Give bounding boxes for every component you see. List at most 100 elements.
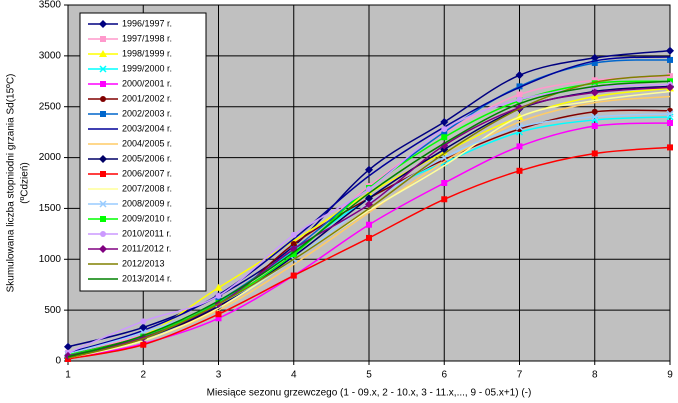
- marker: [215, 292, 222, 299]
- marker: [591, 113, 599, 121]
- y-tick-label: 0: [55, 356, 61, 367]
- x-tick-label: 8: [592, 370, 598, 381]
- marker: [99, 200, 107, 208]
- legend-label: 1996/1997 r.: [122, 18, 172, 28]
- marker: [290, 241, 297, 248]
- marker: [366, 234, 372, 241]
- marker: [667, 144, 673, 151]
- marker: [290, 272, 297, 279]
- marker: [64, 342, 72, 351]
- marker: [99, 155, 107, 163]
- legend: 1996/1997 r. 1997/1998 r. 1998/1999 r. 1999…: [79, 12, 207, 292]
- marker: [290, 251, 297, 258]
- marker: [441, 126, 448, 133]
- y-tick-label: 2500: [39, 101, 62, 112]
- y-tick-label: 500: [44, 305, 61, 316]
- x-tick-label: 4: [291, 370, 297, 381]
- marker: [666, 83, 674, 92]
- marker: [515, 123, 524, 131]
- marker: [441, 134, 448, 141]
- legend-label: 2013/2014 r.: [122, 273, 172, 283]
- marker: [516, 167, 523, 174]
- marker: [516, 143, 523, 150]
- marker: [214, 283, 223, 291]
- marker: [366, 186, 372, 193]
- legend-label: 2011/2012 r.: [122, 243, 171, 253]
- legend-label: 1998/1999 r.: [122, 48, 172, 58]
- series-line: [67, 80, 671, 358]
- y-axis-title-unit: (ºCdzień): [20, 162, 31, 203]
- y-tick-label: 2000: [39, 152, 62, 163]
- marker: [215, 315, 222, 322]
- marker: [441, 129, 448, 136]
- marker: [441, 180, 448, 186]
- marker: [99, 245, 107, 253]
- marker: [441, 196, 448, 203]
- legend-label: 2005/2006 r.: [122, 153, 172, 163]
- marker: [591, 108, 598, 115]
- marker: [215, 311, 222, 318]
- x-tick-label: 5: [366, 370, 372, 381]
- marker: [667, 73, 673, 80]
- marker: [140, 318, 147, 325]
- marker: [667, 56, 673, 63]
- marker: [440, 117, 449, 126]
- legend-label: 2008/2009 r.: [122, 198, 172, 208]
- marker: [100, 216, 106, 222]
- marker: [100, 231, 106, 237]
- marker: [516, 91, 523, 98]
- x-tick-label: 1: [65, 370, 71, 381]
- marker: [516, 83, 523, 90]
- marker: [100, 36, 106, 42]
- legend-box: [79, 12, 207, 292]
- marker: [591, 80, 598, 87]
- y-tick-label: 1500: [39, 203, 62, 214]
- marker: [590, 88, 599, 97]
- marker: [99, 20, 107, 28]
- y-tick-label: 1000: [39, 254, 62, 265]
- marker: [515, 71, 524, 80]
- legend-label: 1997/1998 r.: [122, 33, 172, 43]
- legend-label: 2004/2005 r.: [122, 138, 172, 148]
- legend-label: 2006/2007 r.: [122, 168, 172, 178]
- marker: [666, 46, 674, 55]
- marker: [365, 194, 373, 203]
- legend-label: 2009/2010 r.: [122, 213, 172, 223]
- y-axis-title: Skumulowana liczba stopniodni grzania Sd…: [6, 74, 17, 293]
- legend-label: 1999/2000 r.: [122, 63, 172, 73]
- y-tick-label: 3500: [39, 0, 62, 11]
- marker: [140, 341, 147, 348]
- legend-label: 2000/2001 r.: [122, 78, 172, 88]
- x-tick-label: 3: [216, 370, 222, 381]
- series-line: [67, 56, 671, 354]
- legend-label: 2010/2011 r.: [122, 228, 171, 238]
- x-tick-label: 9: [667, 370, 673, 381]
- x-tick-label: 7: [517, 370, 523, 381]
- series-line: [67, 74, 671, 359]
- marker: [591, 77, 598, 84]
- x-axis-title: Miesiące sezonu grzewczego (1 - 09.x, 2 …: [207, 388, 532, 399]
- series-line: [67, 90, 671, 359]
- x-tick-label: 6: [441, 370, 447, 381]
- legend-label: 2002/2003 r.: [122, 108, 172, 118]
- marker: [100, 96, 106, 102]
- legend-label: 2007/2008 r.: [122, 183, 172, 193]
- marker: [516, 96, 523, 103]
- marker: [100, 111, 106, 117]
- marker: [440, 141, 449, 150]
- marker: [100, 81, 106, 87]
- marker: [365, 165, 373, 174]
- marker: [100, 171, 106, 177]
- legend-label: 2003/2004 r.: [122, 123, 172, 133]
- marker: [591, 150, 598, 157]
- marker: [290, 231, 297, 238]
- marker: [666, 110, 674, 118]
- marker: [99, 65, 107, 73]
- x-tick-label: 2: [140, 370, 146, 381]
- marker: [591, 123, 598, 130]
- marker: [99, 50, 107, 57]
- marker: [667, 119, 673, 126]
- legend-label: 2001/2002 r.: [122, 93, 172, 103]
- legend-label: 2012/2013: [122, 258, 165, 268]
